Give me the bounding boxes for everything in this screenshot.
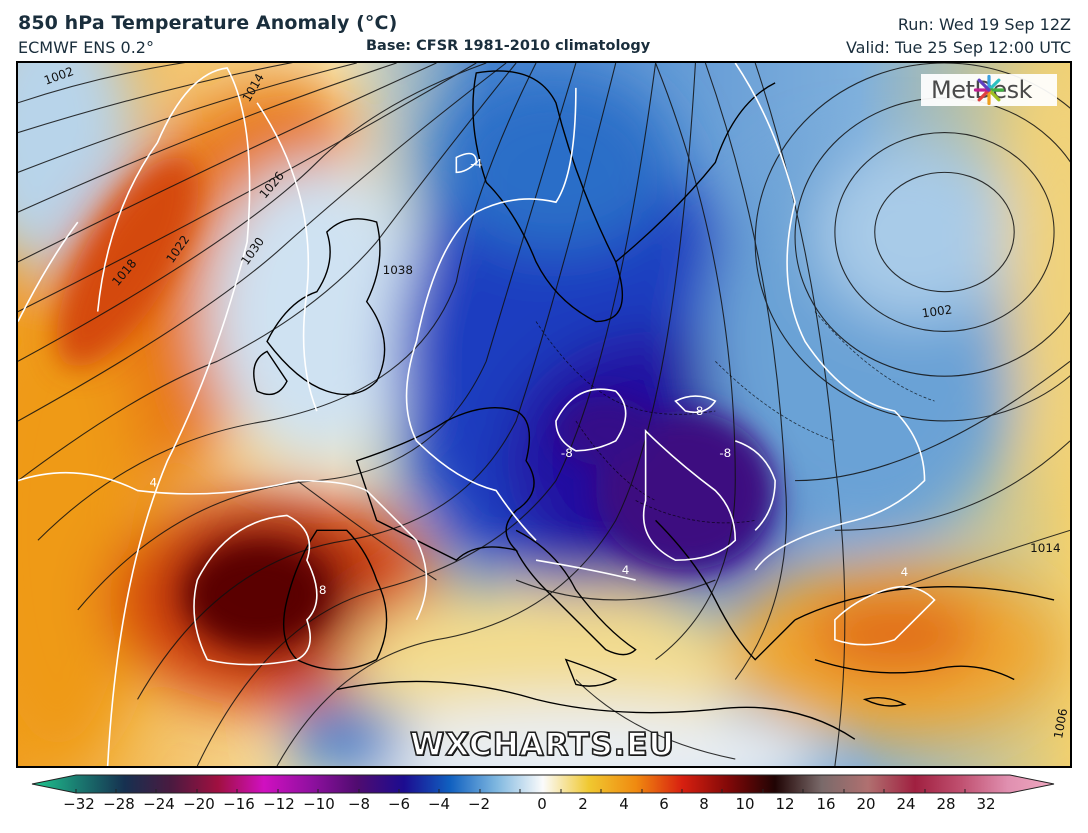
metdesk-logo: MetDesk <box>921 74 1057 106</box>
tick-label: −8 <box>347 795 371 813</box>
tick-label: 8 <box>699 795 709 813</box>
climatology-base: Base: CFSR 1981-2010 climatology <box>366 38 651 54</box>
coastlines <box>253 70 1055 740</box>
run-time: Run: Wed 19 Sep 12Z <box>897 15 1071 34</box>
tick-label: −16 <box>223 795 255 813</box>
tick-label: −2 <box>467 795 491 813</box>
colorbar <box>31 774 1055 794</box>
tick-label: −20 <box>183 795 215 813</box>
tick-label: −6 <box>387 795 411 813</box>
tick-label: 28 <box>936 795 956 813</box>
svg-text:1006: 1006 <box>1051 707 1070 739</box>
anomaly-labels: -4 -8 -8 -8 4 8 4 4 <box>150 156 909 597</box>
metdesk-starburst-icon <box>973 74 1005 106</box>
tick-label: 2 <box>578 795 588 813</box>
tick-label: 24 <box>896 795 916 813</box>
tick-label: 16 <box>816 795 836 813</box>
svg-text:4: 4 <box>622 563 630 577</box>
tick-label: 32 <box>976 795 996 813</box>
tick-label: −10 <box>303 795 335 813</box>
wxcharts-watermark: WXCHARTS.EU <box>409 726 675 764</box>
tick-label: 10 <box>735 795 755 813</box>
svg-text:1002: 1002 <box>921 302 953 320</box>
svg-text:1038: 1038 <box>383 263 413 277</box>
valid-time: Valid: Tue 25 Sep 12:00 UTC <box>845 38 1071 57</box>
tick-label: 12 <box>775 795 795 813</box>
colorbar-ticks: −32 −28 −24 −20 −16 −12 −10 −8 −6 −4 −2 … <box>0 795 1088 819</box>
tick-label: −24 <box>143 795 175 813</box>
svg-text:-8: -8 <box>719 446 731 460</box>
svg-text:8: 8 <box>319 583 327 597</box>
anomaly-map: 1002 1014 1026 1018 1022 1030 1038 1002 … <box>16 61 1072 768</box>
tick-label: 20 <box>856 795 876 813</box>
svg-text:4: 4 <box>150 476 158 490</box>
svg-text:-8: -8 <box>561 446 573 460</box>
map-canvas: 1002 1014 1026 1018 1022 1030 1038 1002 … <box>18 63 1070 766</box>
tick-label: −12 <box>263 795 295 813</box>
svg-text:1014: 1014 <box>1030 541 1060 555</box>
tick-label: −28 <box>103 795 135 813</box>
tick-label: 0 <box>537 795 547 813</box>
model-subtitle: ECMWF ENS 0.2° <box>18 38 154 57</box>
isobar-contours <box>18 63 1070 766</box>
anomaly-contours <box>18 63 936 766</box>
tick-label: −32 <box>63 795 95 813</box>
svg-text:-4: -4 <box>470 156 482 170</box>
tick-label: 4 <box>619 795 629 813</box>
chart-title: 850 hPa Temperature Anomaly (°C) <box>18 12 398 34</box>
tick-label: 6 <box>659 795 669 813</box>
svg-text:4: 4 <box>901 565 909 579</box>
tick-label: −4 <box>427 795 451 813</box>
svg-text:-8: -8 <box>691 404 703 418</box>
